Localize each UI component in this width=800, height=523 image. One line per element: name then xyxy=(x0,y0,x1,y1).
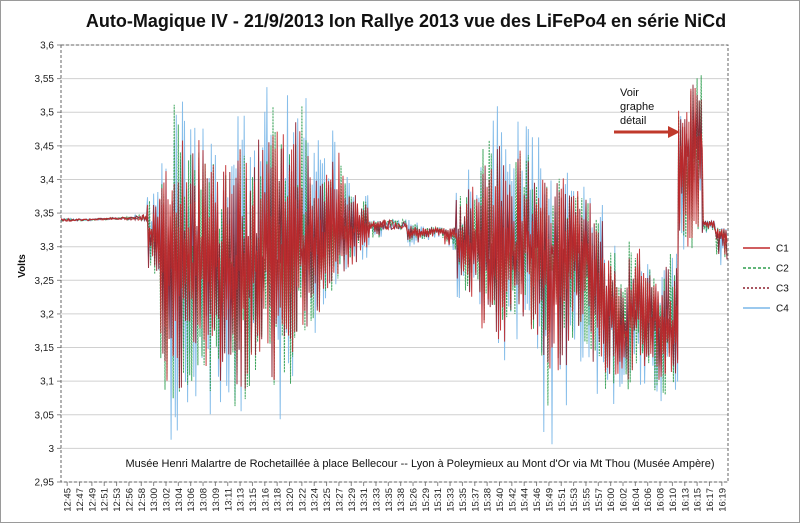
x-tick-label: 15:49 xyxy=(544,488,555,512)
x-tick-label: 15:53 xyxy=(569,488,580,512)
legend-label-c2: C2 xyxy=(776,264,789,275)
x-tick-label: 15:29 xyxy=(421,488,432,512)
annotation-text: Voir xyxy=(620,87,639,99)
x-tick-label: 15:46 xyxy=(532,488,543,512)
x-tick-label: 15:40 xyxy=(495,488,506,512)
y-axis-label: Volts xyxy=(17,254,28,278)
annotation-arrowhead xyxy=(668,126,680,138)
x-tick-label: 12:53 xyxy=(112,488,123,512)
y-tick-label: 3,35 xyxy=(35,209,55,220)
y-tick-label: 3,3 xyxy=(40,242,54,253)
x-tick-label: 16:06 xyxy=(643,488,654,512)
x-tick-label: 12:58 xyxy=(137,488,148,512)
y-axis-ticks: 2,95 3 3,05 3,1 3,15 3,2 3,25 3,3 3,35 3,4 3,45 3,5… xyxy=(35,41,61,489)
x-tick-label: 16:02 xyxy=(619,488,630,512)
y-tick-label: 3,15 xyxy=(35,343,55,354)
y-tick-label: 3,25 xyxy=(35,276,55,287)
x-tick-label: 13:11 xyxy=(223,488,234,511)
x-tick-label: 13:06 xyxy=(186,488,197,512)
y-tick-label: 3,6 xyxy=(40,41,54,52)
x-tick-label: 16:19 xyxy=(717,488,728,512)
x-tick-label: 13:16 xyxy=(260,488,271,512)
x-tick-label: 16:15 xyxy=(693,488,704,512)
x-tick-label: 13:31 xyxy=(359,488,370,512)
x-tick-label: 16:10 xyxy=(668,488,679,512)
series-lines xyxy=(60,75,728,445)
x-tick-label: 16:00 xyxy=(606,488,617,512)
x-tick-label: 13:02 xyxy=(161,488,172,512)
x-tick-label: 15:38 xyxy=(483,488,494,512)
x-tick-label: 13:38 xyxy=(396,488,407,512)
x-tick-label: 13:25 xyxy=(322,488,333,512)
x-tick-label: 13:13 xyxy=(236,488,247,512)
x-axis-ticks: 12:45 12:47 12:49 12:51 12:53 12:56 12:58 13:00… xyxy=(63,482,728,512)
x-tick-label: 16:17 xyxy=(705,488,716,512)
x-tick-label: 15:35 xyxy=(458,488,469,512)
y-tick-label: 3,5 xyxy=(40,108,54,119)
legend-label-c3: C3 xyxy=(776,284,789,295)
chart-title: Auto-Magique IV - 21/9/2013 Ion Rallye 2… xyxy=(86,11,726,31)
x-tick-label: 15:44 xyxy=(520,488,531,512)
x-tick-label: 13:04 xyxy=(174,488,185,512)
y-tick-label: 3,55 xyxy=(35,74,55,85)
annotation: Voir graphe détail xyxy=(614,87,680,138)
y-tick-label: 3,2 xyxy=(40,309,54,320)
x-tick-label: 16:04 xyxy=(631,488,642,512)
plot-area-border xyxy=(60,44,729,483)
legend-label-c4: C4 xyxy=(776,304,789,315)
y-tick-label: 3,1 xyxy=(40,377,54,388)
x-tick-label: 12:45 xyxy=(63,488,74,512)
x-tick-label: 13:08 xyxy=(199,488,210,512)
y-tick-label: 2,95 xyxy=(35,478,55,489)
x-tick-label: 13:15 xyxy=(248,488,259,512)
x-tick-label: 15:51 xyxy=(557,488,568,512)
grid xyxy=(61,44,728,483)
x-tick-label: 16:08 xyxy=(656,488,667,512)
y-tick-label: 3,45 xyxy=(35,141,55,152)
y-tick-label: 3,05 xyxy=(35,410,55,421)
x-tick-label: 13:35 xyxy=(384,488,395,512)
x-tick-label: 13:09 xyxy=(211,488,222,512)
x-tick-label: 15:31 xyxy=(433,488,444,512)
x-tick-label: 13:18 xyxy=(273,488,284,512)
x-tick-label: 13:20 xyxy=(285,488,296,512)
x-tick-label: 12:47 xyxy=(75,488,86,512)
y-tick-label: 3 xyxy=(48,444,54,455)
series-line-c1 xyxy=(60,87,728,387)
x-tick-label: 12:49 xyxy=(87,488,98,512)
legend-label-c1: C1 xyxy=(776,244,789,255)
x-tick-label: 13:00 xyxy=(149,488,160,512)
x-tick-label: 15:57 xyxy=(594,488,605,512)
x-tick-label: 15:33 xyxy=(446,488,457,512)
x-tick-label: 12:56 xyxy=(124,488,135,512)
x-tick-label: 13:27 xyxy=(334,488,345,512)
x-tick-label: 15:55 xyxy=(581,488,592,512)
x-tick-label: 13:33 xyxy=(371,488,382,512)
y-tick-label: 3,4 xyxy=(40,175,54,186)
x-tick-label: 12:51 xyxy=(100,488,111,512)
legend: C1 C2 C3 C4 xyxy=(743,244,789,315)
x-tick-label: 13:24 xyxy=(310,488,321,512)
annotation-text: détail xyxy=(620,115,646,127)
x-tick-label: 13:22 xyxy=(297,488,308,512)
route-caption: Musée Henri Malartre de Rochetaillée à p… xyxy=(125,458,714,470)
annotation-text: graphe xyxy=(620,101,654,113)
x-tick-label: 15:42 xyxy=(507,488,518,512)
x-tick-label: 16:13 xyxy=(680,488,691,512)
x-tick-label: 15:26 xyxy=(409,488,420,512)
x-tick-label: 15:37 xyxy=(470,488,481,512)
x-tick-label: 13:29 xyxy=(347,488,358,512)
